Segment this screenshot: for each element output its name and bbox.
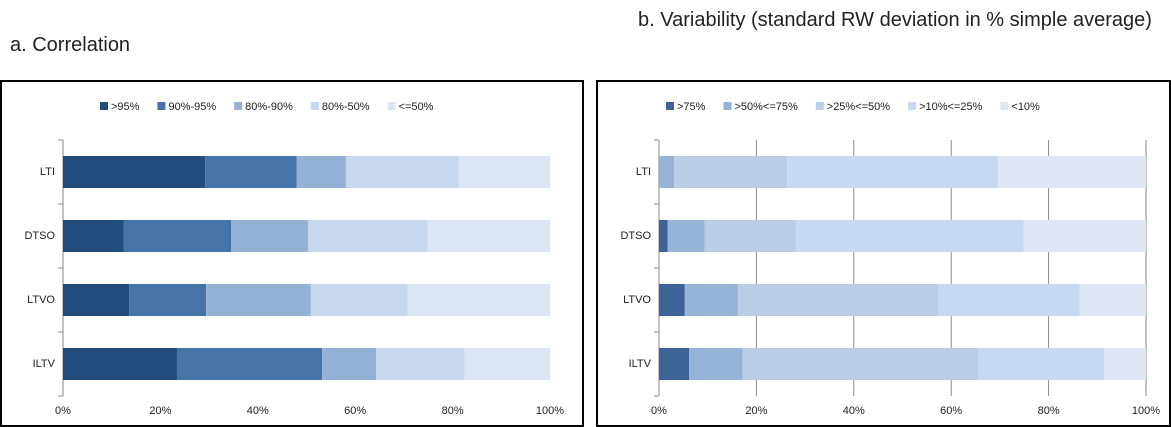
bar-segment (1079, 284, 1146, 316)
bar-segment (176, 348, 323, 380)
x-tick-label: 60% (344, 405, 366, 417)
bar-segment (427, 220, 550, 252)
legend-label: >25%<=50% (827, 101, 891, 113)
y-tick-label: LTI (40, 166, 55, 178)
y-tick-label: ILTV (629, 358, 652, 370)
legend-swatch (723, 102, 732, 110)
y-tick-label: ILTV (33, 358, 56, 370)
legend-label: 80%-90% (245, 101, 293, 113)
x-tick-label: 40% (843, 405, 865, 417)
x-tick-label: 0% (55, 405, 71, 417)
bar-segment (63, 284, 130, 316)
x-tick-label: 20% (149, 405, 171, 417)
y-tick-label: DTSO (24, 230, 55, 242)
bar-segment (689, 348, 743, 380)
bar-segment (795, 220, 1024, 252)
bar-segment (322, 348, 377, 380)
bar-segment (1104, 348, 1146, 380)
legend-swatch (234, 102, 243, 110)
bar-segment (464, 348, 550, 380)
bar-segment (123, 220, 232, 252)
legend-swatch (666, 102, 674, 110)
legend-label: >50%<=75% (734, 101, 798, 113)
bar-segment (659, 348, 690, 380)
x-tick-label: 80% (442, 405, 464, 417)
legend-swatch (100, 102, 108, 110)
bar-segment (938, 284, 1080, 316)
chart-border (596, 80, 1171, 427)
legend-label: 90%-95% (168, 101, 216, 113)
x-tick-label: 60% (940, 405, 962, 417)
x-tick-label: 100% (536, 405, 564, 417)
legend-swatch (310, 102, 319, 110)
legend-label: >10%<=25% (919, 101, 983, 113)
chart-title: b. Variability (standard RW deviation in… (638, 9, 1152, 31)
x-tick-label: 100% (1132, 405, 1160, 417)
bar-segment (407, 284, 550, 316)
bar-segment (63, 348, 177, 380)
legend-label: <=50% (399, 101, 434, 113)
bar-segment (659, 156, 675, 188)
bar-segment (659, 220, 668, 252)
x-tick-label: 0% (651, 405, 667, 417)
legend-label: >95% (111, 101, 140, 113)
bar-segment (376, 348, 465, 380)
y-tick-label: DTSO (620, 230, 651, 242)
bar-segment (684, 284, 738, 316)
bar-segment (787, 156, 998, 188)
x-tick-label: 80% (1038, 405, 1060, 417)
bar-segment (659, 284, 685, 316)
bar-segment (997, 156, 1146, 188)
legend-swatch (387, 102, 396, 110)
legend-swatch (908, 102, 917, 110)
bar-segment (296, 156, 346, 188)
bar-segment (742, 348, 978, 380)
bar-segment (307, 220, 428, 252)
bar-segment (345, 156, 459, 188)
bar-segment (667, 220, 705, 252)
chart-title: a. Correlation (10, 34, 131, 56)
x-tick-label: 20% (745, 405, 767, 417)
y-tick-label: LTVO (27, 294, 55, 306)
bar-segment (129, 284, 207, 316)
legend-swatch (815, 102, 824, 110)
bar-segment (206, 284, 311, 316)
chart-border (0, 80, 584, 427)
bar-segment (458, 156, 550, 188)
bar-segment (310, 284, 408, 316)
legend-swatch (1000, 102, 1009, 110)
x-tick-label: 40% (247, 405, 269, 417)
legend-swatch (157, 102, 166, 110)
y-tick-label: LTVO (623, 294, 651, 306)
chart: 0% 20% 40% 60% 80% 100% LTI DTSO LTVO ILTV >75% >50… (596, 80, 1171, 427)
legend-label: 80%-50% (322, 101, 370, 113)
bar-segment (231, 220, 308, 252)
y-tick-label: LTI (636, 166, 651, 178)
legend-label: >75% (677, 101, 706, 113)
chart: 0% 20% 40% 60% 80% 100% LTI DTSO LTVO ILTV >95% 90%… (0, 80, 584, 427)
legend-label: <10% (1011, 101, 1040, 113)
bar-segment (63, 220, 124, 252)
bar-segment (674, 156, 788, 188)
bar-segment (63, 156, 206, 188)
bar-segment (205, 156, 297, 188)
bar-segment (1023, 220, 1146, 252)
bar-segment (977, 348, 1105, 380)
bar-segment (704, 220, 796, 252)
bar-segment (737, 284, 939, 316)
